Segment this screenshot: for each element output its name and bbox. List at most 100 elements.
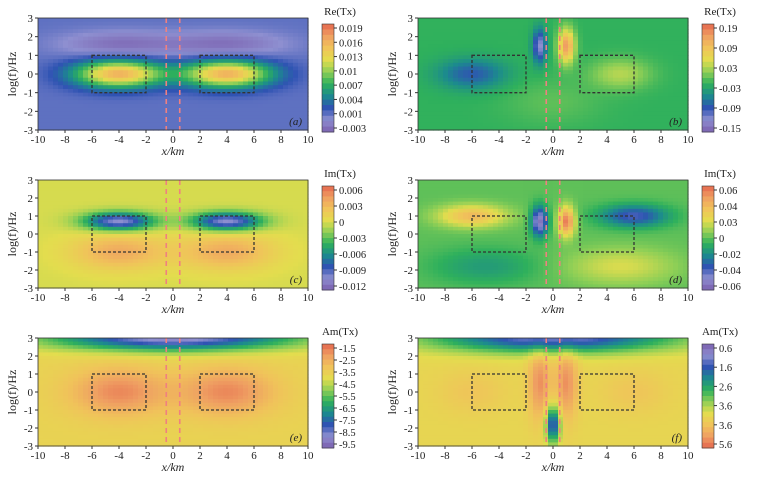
heatmap-cell — [223, 248, 229, 253]
heatmap-cell — [38, 194, 44, 199]
heatmap-cell — [88, 100, 94, 105]
heatmap-cell — [128, 201, 134, 206]
heatmap-cell — [208, 262, 214, 267]
heatmap-cell — [598, 85, 604, 90]
heatmap-cell — [228, 208, 234, 213]
heatmap-cell — [98, 59, 104, 64]
heatmap-cell — [208, 284, 214, 289]
heatmap-cell — [83, 212, 89, 217]
heatmap-cell — [78, 230, 84, 235]
heatmap-cell — [178, 18, 184, 23]
heatmap-cell — [133, 122, 139, 127]
heatmap-cell — [118, 85, 124, 90]
heatmap-cell — [198, 280, 204, 285]
heatmap-cell — [423, 118, 429, 124]
heatmap-cell — [208, 219, 214, 224]
heatmap-cell — [488, 85, 494, 90]
heatmap-cell — [93, 237, 99, 242]
heatmap-cell — [623, 126, 629, 131]
heatmap-cell — [658, 115, 664, 120]
heatmap-cell — [63, 183, 69, 188]
heatmap-cell — [48, 259, 54, 264]
heatmap-cell — [38, 262, 44, 267]
heatmap-cell — [148, 262, 154, 267]
heatmap-cell — [188, 100, 194, 105]
heatmap-cell — [188, 122, 194, 127]
heatmap-cell — [658, 55, 664, 60]
heatmap-cell — [678, 118, 684, 124]
heatmap-cell — [88, 208, 94, 213]
heatmap-cell — [243, 273, 249, 278]
heatmap-cell — [208, 259, 214, 264]
heatmap-cell — [498, 88, 504, 94]
heatmap-cell — [133, 103, 139, 109]
heatmap-cell — [93, 252, 99, 257]
heatmap-cell — [128, 21, 134, 27]
heatmap-cell — [448, 29, 454, 34]
heatmap-cell — [238, 118, 244, 124]
heatmap-cell — [558, 118, 564, 124]
heatmap-cell — [528, 55, 534, 60]
heatmap-cell — [523, 118, 529, 124]
heatmap-cell — [423, 70, 429, 75]
heatmap-cell — [73, 81, 79, 86]
heatmap-cell — [98, 226, 104, 231]
heatmap-cell — [273, 183, 279, 188]
heatmap-cell — [128, 205, 134, 210]
heatmap-cell — [128, 270, 134, 275]
heatmap-cell — [173, 118, 179, 124]
heatmap-cell — [423, 29, 429, 34]
heatmap-cell — [443, 59, 449, 64]
heatmap-cell — [103, 103, 109, 109]
heatmap-cell — [583, 118, 589, 124]
heatmap-cell — [248, 62, 254, 68]
heatmap-cell — [163, 59, 169, 64]
heatmap-cell — [223, 70, 229, 75]
heatmap-cell — [73, 62, 79, 68]
heatmap-cell — [93, 74, 99, 79]
heatmap-cell — [53, 223, 59, 228]
heatmap-cell — [558, 126, 564, 131]
heatmap-cell — [238, 21, 244, 27]
heatmap-cell — [528, 103, 534, 109]
heatmap-cell — [118, 32, 124, 38]
heatmap-cell — [453, 115, 459, 120]
heatmap-cell — [288, 223, 294, 228]
heatmap-cell — [138, 230, 144, 235]
heatmap-cell — [283, 248, 289, 253]
heatmap-cell — [428, 122, 434, 127]
heatmap-cell — [243, 230, 249, 235]
heatmap-cell — [683, 32, 689, 38]
heatmap-cell — [193, 208, 199, 213]
heatmap-cell — [128, 92, 134, 97]
heatmap-cell — [68, 198, 74, 203]
heatmap-cell — [43, 205, 49, 210]
heatmap-cell — [208, 47, 214, 53]
heatmap-cell — [163, 237, 169, 242]
heatmap-cell — [93, 266, 99, 271]
heatmap-cell — [298, 212, 304, 217]
heatmap-cell — [193, 55, 199, 60]
heatmap-cell — [293, 241, 299, 246]
heatmap-cell — [103, 47, 109, 53]
heatmap-cell — [123, 234, 129, 239]
heatmap-cell — [183, 92, 189, 97]
heatmap-cell — [208, 180, 214, 185]
heatmap-cell — [538, 32, 544, 38]
heatmap-cell — [243, 29, 249, 34]
heatmap-cell — [278, 66, 284, 71]
heatmap-cell — [83, 273, 89, 278]
heatmap-cell — [203, 270, 209, 275]
heatmap-cell — [108, 44, 114, 49]
heatmap-cell — [523, 21, 529, 27]
heatmap-cell — [113, 230, 119, 235]
heatmap-cell — [148, 51, 154, 56]
heatmap-cell — [193, 88, 199, 94]
heatmap-cell — [263, 270, 269, 275]
heatmap-cell — [468, 100, 474, 105]
heatmap-cell — [263, 223, 269, 228]
heatmap-cell — [438, 103, 444, 109]
heatmap-cell — [173, 81, 179, 86]
heatmap-cell — [158, 248, 164, 253]
heatmap-cell — [208, 266, 214, 271]
